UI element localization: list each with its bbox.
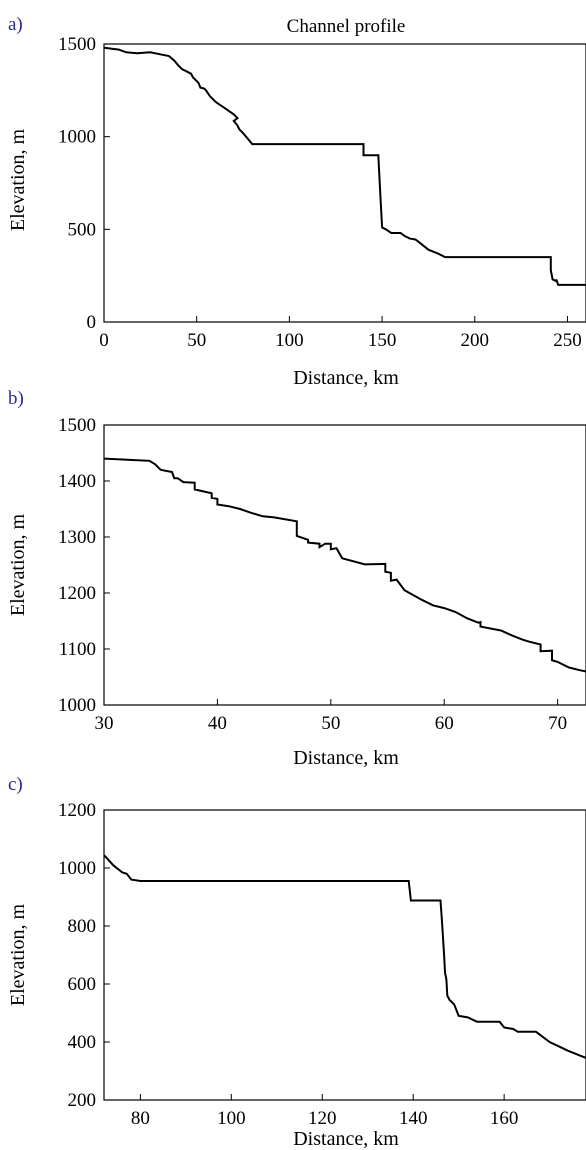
panel-a-y-tick-label: 1500 <box>58 34 96 55</box>
panel-a-label: a) <box>8 14 23 35</box>
panel-a-x-tick-label: 100 <box>275 330 304 351</box>
panel-c-series-line <box>103 854 586 1059</box>
panel-c-y-ticks: 200 400 600 800 1000 1200 <box>58 800 110 1111</box>
panel-a-y-tick-label: 0 <box>87 312 97 333</box>
panel-b-y-tick-label: 1400 <box>58 471 96 492</box>
panel-a-x-tick-label: 0 <box>99 330 109 351</box>
panel-a-y-tick-label: 1000 <box>58 127 96 148</box>
panel-a-series-line <box>103 46 586 286</box>
panel-c-y-tick-label: 800 <box>68 916 97 937</box>
panel-c-x-tick-label: 120 <box>308 1108 337 1129</box>
panel-b-y-tick-label: 1500 <box>58 415 96 436</box>
panel-a-ylabel: Elevation, m <box>7 128 29 231</box>
panel-b-y-tick-label: 1000 <box>58 695 96 716</box>
panel-c-frame <box>103 809 586 1101</box>
panel-c-y-tick-label: 1200 <box>58 800 96 821</box>
panel-c-ylabel: Elevation, m <box>7 903 29 1006</box>
panel-b-x-tick-label: 50 <box>321 713 340 734</box>
panel-b-ylabel: Elevation, m <box>7 513 29 616</box>
panel-a-y-tick-label: 500 <box>68 219 97 240</box>
panel-b-x-tick-label: 60 <box>435 713 454 734</box>
panel-b-series-line <box>103 457 586 673</box>
panel-c-x-tick-label: 100 <box>217 1108 246 1129</box>
panel-c: c) 80 100 120 140 160 200 400 600 800 1000 1200 D… <box>7 774 586 1150</box>
panel-b-x-tick-label: 40 <box>208 713 227 734</box>
panel-b: b) 30 40 50 60 70 1000 1100 1200 1300 1400 1500 D… <box>7 388 586 769</box>
panel-b-y-ticks: 1000 1100 1200 1300 1400 1500 <box>58 415 110 716</box>
panel-b-y-tick-label: 1200 <box>58 583 96 604</box>
panel-a-x-tick-label: 150 <box>368 330 397 351</box>
panel-a-xlabel: Distance, km <box>293 367 399 389</box>
panel-a: a) Channel profile 0 50 100 150 200 250 0 500 1… <box>7 14 586 389</box>
panel-b-x-tick-label: 30 <box>95 713 114 734</box>
panel-a-x-tick-label: 250 <box>553 330 582 351</box>
panel-c-xlabel: Distance, km <box>293 1128 399 1150</box>
panel-b-x-ticks: 30 40 50 60 70 <box>95 699 567 734</box>
panel-a-x-ticks: 0 50 100 150 200 250 <box>99 316 582 351</box>
panel-c-y-tick-label: 200 <box>68 1090 97 1111</box>
panel-c-label: c) <box>8 774 23 795</box>
panel-c-x-tick-label: 160 <box>490 1108 519 1129</box>
panel-c-y-tick-label: 400 <box>68 1032 97 1053</box>
panel-b-xlabel: Distance, km <box>293 747 399 769</box>
panel-c-x-tick-label: 140 <box>399 1108 428 1129</box>
panel-b-x-tick-label: 70 <box>548 713 567 734</box>
panel-c-x-tick-label: 80 <box>131 1108 150 1129</box>
panel-b-frame <box>103 424 586 706</box>
panel-a-title: Channel profile <box>287 16 406 37</box>
panel-b-y-tick-label: 1100 <box>59 639 96 660</box>
panel-c-y-tick-label: 1000 <box>58 858 96 879</box>
panel-b-y-tick-label: 1300 <box>58 527 96 548</box>
panel-a-x-tick-label: 50 <box>187 330 206 351</box>
panel-c-y-tick-label: 600 <box>68 974 97 995</box>
panel-b-label: b) <box>8 388 24 409</box>
panel-a-x-tick-label: 200 <box>461 330 490 351</box>
panel-c-x-ticks: 80 100 120 140 160 <box>131 1094 519 1129</box>
panel-a-frame <box>103 43 586 323</box>
panel-a-y-ticks: 0 500 1000 1500 <box>58 34 110 333</box>
